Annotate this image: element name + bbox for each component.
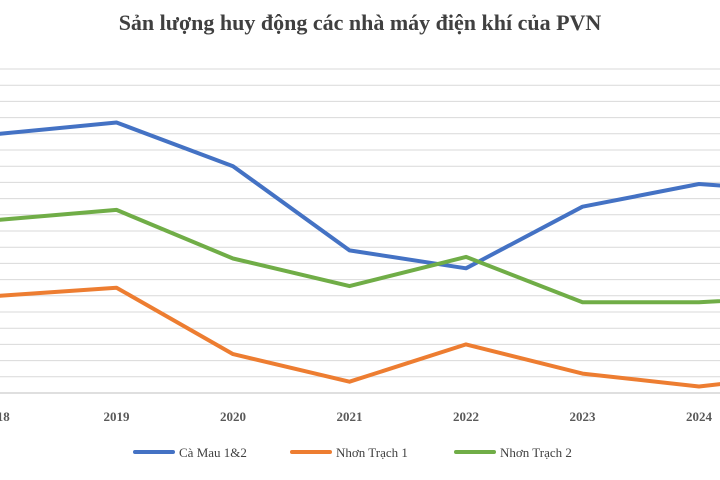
x-axis-tick-labels: 018 2019 2020 2021 2022 2023 2024 [0, 409, 713, 424]
x-tick-label: 2023 [570, 409, 597, 424]
series-line-2 [0, 285, 720, 389]
gridlines [0, 68, 720, 394]
x-tick-label: 2024 [686, 409, 713, 424]
legend: Cà Mau 1&2 Nhơn Trạch 1 Nhơn Trạch 2 [133, 445, 572, 460]
legend-label: Cà Mau 1&2 [179, 445, 247, 460]
x-tick-label: 2020 [220, 409, 246, 424]
x-tick-label: 018 [0, 409, 10, 424]
series-lines [0, 120, 720, 389]
x-tick-label: 2021 [337, 409, 363, 424]
x-tick-label: 2022 [453, 409, 479, 424]
legend-label: Nhơn Trạch 2 [500, 445, 572, 460]
series-line-1 [0, 120, 720, 271]
series-line-3 [0, 207, 720, 305]
chart-title: Sản lượng huy động các nhà máy điện khí … [118, 10, 602, 35]
legend-label: Nhơn Trạch 1 [336, 445, 408, 460]
x-tick-label: 2019 [104, 409, 131, 424]
